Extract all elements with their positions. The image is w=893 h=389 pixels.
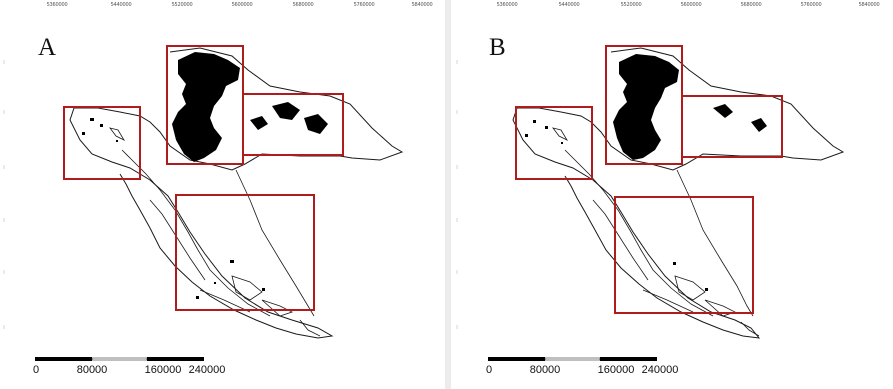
top-tick: 5520000 [620,2,642,8]
highlight-box-west [515,106,593,180]
highlight-box-east [681,95,783,158]
top-tick: 5680000 [292,2,314,8]
map-canvas-b [456,45,845,361]
map-canvas-a [3,45,404,361]
scale-bar-icon [35,357,204,361]
scale-label: 160000 [597,364,635,376]
highlight-box-west [63,106,141,180]
scale-label: 80000 [529,364,561,376]
top-axis-ticks: 5360000 5440000 5520000 5600000 5680000 … [451,2,893,12]
river-line [676,169,754,317]
country-outline [69,47,404,339]
highlight-box-south [614,196,754,314]
highlight-box-south [175,194,315,311]
scale-label: 240000 [641,364,679,376]
map-panel-a: 5360000 5440000 5520000 5600000 5680000 … [0,0,445,389]
highlight-box-east [242,93,344,156]
highlight-boxes [63,45,344,311]
top-axis-ticks: 5360000 5440000 5520000 5600000 5680000 … [0,2,445,12]
scale-label: 0 [485,364,493,376]
landcover-patches [525,104,767,291]
highlight-boxes [515,45,783,314]
landcover-blob [172,52,240,162]
top-tick: 5440000 [110,2,132,8]
scale-label: 160000 [144,364,182,376]
map-panel-b: 5360000 5440000 5520000 5600000 5680000 … [451,0,893,389]
top-tick: 5760000 [800,2,822,8]
scale-label: 240000 [188,364,226,376]
scale-bar-icon [488,357,657,361]
top-tick: 5360000 [46,2,68,8]
top-tick: 5840000 [411,2,433,8]
scale-label: 0 [32,364,40,376]
top-tick: 5840000 [858,2,880,8]
landcover-patches [82,102,328,299]
coastline-detail [552,127,760,337]
top-tick: 5440000 [558,2,580,8]
top-tick: 5760000 [353,2,375,8]
panel-label: A [38,34,57,61]
coastline-detail [109,127,321,337]
country-outline [512,47,845,339]
panel-label: B [489,34,506,61]
top-tick: 5600000 [231,2,253,8]
top-tick: 5600000 [680,2,702,8]
panel-divider [445,0,451,389]
top-tick: 5520000 [171,2,193,8]
landcover-blob [613,54,679,160]
top-tick: 5360000 [496,2,518,8]
top-tick: 5680000 [740,2,762,8]
scale-label: 80000 [76,364,108,376]
river-line [235,169,315,317]
